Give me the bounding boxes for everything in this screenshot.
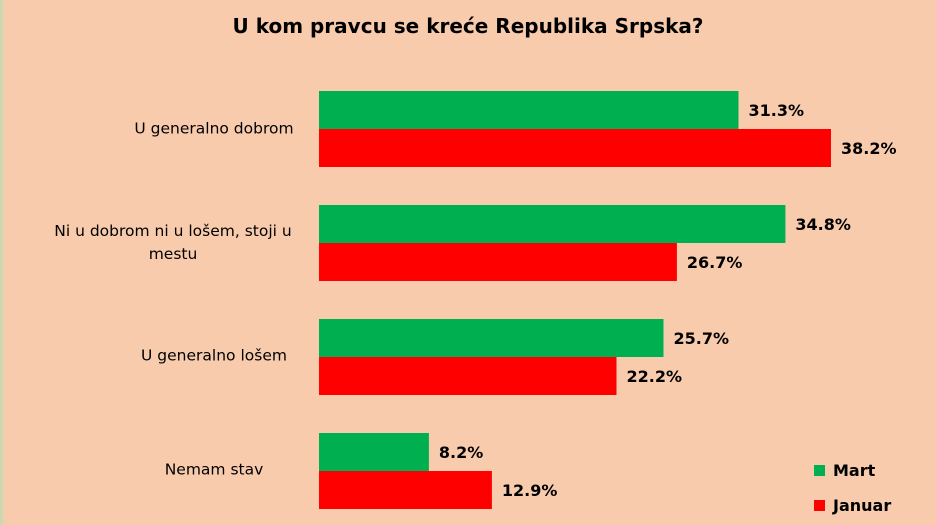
bar-januar-2	[319, 357, 617, 395]
legend-item-januar: Januar	[814, 496, 891, 515]
data-label-januar-3: 12.9%	[502, 481, 558, 500]
data-label-mart-1: 34.8%	[795, 215, 851, 234]
legend-label-mart: Mart	[833, 461, 876, 480]
category-label-2: U generalno lošem	[141, 346, 287, 365]
bar-mart-2	[319, 319, 664, 357]
bar-mart-0	[319, 91, 739, 129]
chart-title: U kom pravcu se kreće Republika Srpska?	[232, 14, 704, 38]
bar-mart-3	[319, 433, 429, 471]
bar-januar-0	[319, 129, 831, 167]
data-label-mart-0: 31.3%	[749, 101, 805, 120]
bar-januar-1	[319, 243, 677, 281]
category-label-1: Ni u dobrom ni u lošem, stoji u mestu	[54, 222, 292, 263]
left-edge-stripe	[0, 0, 3, 525]
category-label-3: Nemam stav	[164, 460, 264, 479]
data-label-januar-1: 26.7%	[687, 253, 743, 272]
category-label-0: U generalno dobrom	[134, 119, 294, 138]
data-label-januar-2: 22.2%	[627, 367, 683, 386]
data-label-mart-3: 8.2%	[439, 443, 483, 462]
bar-januar-3	[319, 471, 492, 509]
legend-swatch-mart	[814, 465, 825, 476]
legend-label-januar: Januar	[833, 496, 892, 515]
legend-swatch-januar	[814, 500, 825, 511]
bar-mart-1	[319, 205, 786, 243]
legend-item-mart: Mart	[814, 461, 875, 480]
data-label-januar-0: 38.2%	[841, 139, 897, 158]
data-label-mart-2: 25.7%	[674, 329, 730, 348]
